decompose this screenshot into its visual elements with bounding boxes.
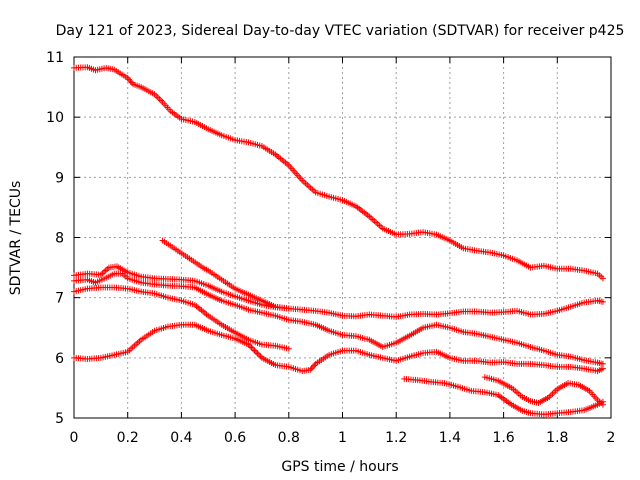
x-tick-label: 1.6 [492, 430, 514, 446]
data-point [127, 78, 134, 85]
x-tick-label: 0.8 [278, 430, 300, 446]
data-point [251, 347, 258, 354]
data-point [247, 343, 254, 350]
data-series-arc-8 [481, 374, 606, 408]
x-tick-label: 1.2 [385, 430, 407, 446]
x-axis-label: GPS time / hours [281, 459, 398, 475]
y-tick-label: 10 [46, 110, 64, 126]
data-point [599, 365, 606, 372]
x-tick-label: 0.6 [224, 430, 246, 446]
x-tick-label: 0 [70, 430, 79, 446]
data-series-arc-2 [71, 263, 606, 320]
y-tick-label: 5 [55, 411, 64, 427]
data-series-arc-3 [71, 270, 606, 367]
x-tick-label: 0.2 [117, 430, 139, 446]
data-series-arc-5 [159, 237, 292, 312]
data-point [285, 345, 292, 352]
data-point [255, 351, 262, 358]
y-tick-label: 9 [55, 170, 64, 186]
data-point [309, 363, 316, 370]
y-tick-label: 7 [55, 291, 64, 307]
y-axis-label: SDTVAR / TECUs [8, 181, 24, 296]
data-point [599, 401, 606, 408]
x-tick-label: 1.4 [439, 430, 461, 446]
data-point [245, 341, 252, 348]
data-point [599, 275, 606, 282]
y-tick-label: 8 [55, 231, 64, 247]
data-series-arc-1 [71, 64, 606, 282]
data-point [311, 362, 318, 369]
data-series-arc-4 [71, 284, 292, 352]
x-tick-label: 1 [338, 430, 347, 446]
data-point [599, 298, 606, 305]
axis-ticks: 0 0.2 0.4 0.6 0.8 1 1.2 1.4 1.6 1.8 2 5 6 7 8 9 10 11 [46, 50, 615, 446]
data-series-arc-6 [71, 321, 606, 375]
data-point [250, 346, 256, 353]
data-point [257, 353, 264, 360]
x-tick-label: 0.4 [170, 430, 192, 446]
data-marks [71, 64, 606, 418]
x-tick-label: 2 [607, 430, 616, 446]
y-tick-label: 6 [55, 351, 64, 367]
data-point [126, 76, 133, 83]
y-tick-label: 11 [46, 50, 64, 66]
data-point [254, 350, 261, 357]
x-tick-label: 1.8 [546, 430, 568, 446]
data-point [285, 305, 292, 312]
chart-title: Day 121 of 2023, Sidereal Day-to-day VTE… [56, 23, 625, 39]
data-point [248, 344, 255, 351]
data-point [252, 348, 259, 355]
